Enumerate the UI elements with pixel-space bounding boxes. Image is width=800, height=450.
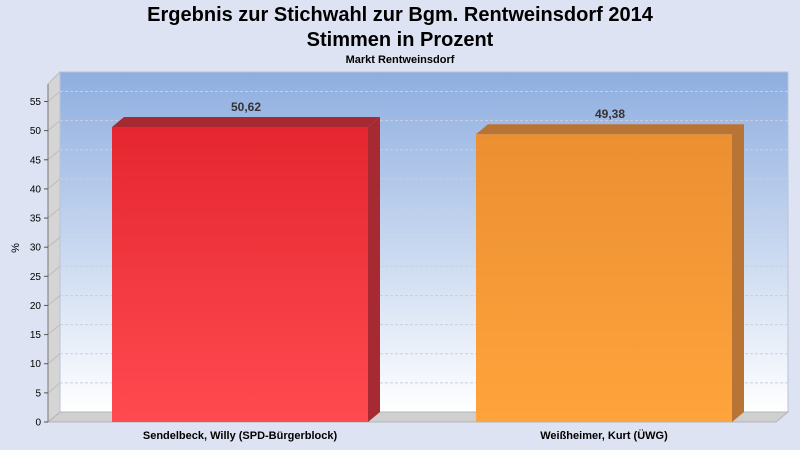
chart-title: Ergebnis zur Stichwahl zur Bgm. Rentwein… <box>147 4 653 26</box>
x-tick-label: Sendelbeck, Willy (SPD-Bürgerblock) <box>143 430 338 442</box>
gridline-side <box>47 149 61 161</box>
chart-title-line-2: Stimmen in Prozent <box>306 29 494 51</box>
bar-front <box>112 127 368 423</box>
gridline-side <box>47 236 61 248</box>
gridline-side <box>47 178 61 190</box>
chart-subtitle: Markt Rentweinsdorf <box>345 54 455 66</box>
bar-top <box>476 124 744 135</box>
data-label: 50,62 <box>231 100 261 114</box>
y-tick-label: 10 <box>30 359 42 370</box>
gridline-side <box>47 324 61 335</box>
x-tick-label: Weißheimer, Kurt (ÜWG) <box>540 429 668 442</box>
side-wall <box>47 70 61 424</box>
y-tick-label: 40 <box>30 184 42 195</box>
gridline-side <box>47 295 61 306</box>
bar-front <box>476 134 732 422</box>
y-tick-label: 5 <box>35 388 41 399</box>
y-axis-ticks: 0 5 10 15 20 25 30 35 40 45 50 55 <box>30 97 48 429</box>
y-tick-label: 30 <box>30 243 42 254</box>
y-axis-label: % <box>10 243 22 253</box>
y-tick-label: 50 <box>30 126 42 137</box>
gridline-side <box>47 382 61 394</box>
gridline-side <box>47 353 61 365</box>
bar-side <box>732 124 744 423</box>
y-tick-label: 15 <box>30 330 42 341</box>
bar-side <box>368 117 380 423</box>
bar-2: 49,38 <box>476 107 744 423</box>
y-tick-label: 0 <box>35 418 41 429</box>
bar-top <box>112 117 380 128</box>
y-tick-label: 55 <box>30 97 42 108</box>
y-tick-label: 20 <box>30 301 42 312</box>
gridline-side <box>47 120 61 132</box>
gridline-side <box>47 265 61 277</box>
y-tick-label: 35 <box>30 214 42 225</box>
bars: 50,62 Sendelbeck, Willy (SPD-Bürgerblock)… <box>112 100 744 442</box>
data-label: 49,38 <box>595 107 625 121</box>
y-tick-label: 45 <box>30 155 42 166</box>
y-tick-label: 25 <box>30 272 42 283</box>
gridline-side <box>47 207 61 219</box>
gridline-side <box>47 91 61 102</box>
bar-1: 50,62 <box>112 100 380 423</box>
